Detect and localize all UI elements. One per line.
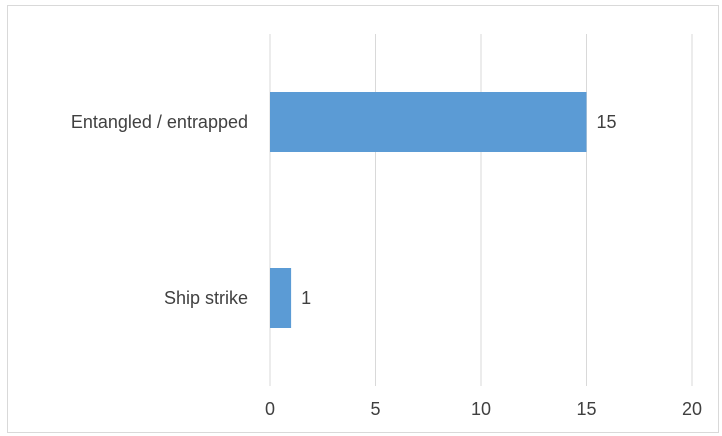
bar [270, 92, 587, 152]
category-labels: Entangled / entrapped Ship strike [71, 112, 248, 308]
category-label: Ship strike [164, 288, 248, 308]
data-labels: 15 1 [301, 112, 616, 308]
data-label: 1 [301, 288, 311, 308]
bars [270, 92, 587, 328]
gridlines [269, 34, 693, 386]
x-tick-label: 20 [682, 399, 702, 419]
x-tick-label: 10 [471, 399, 491, 419]
x-tick-label: 0 [265, 399, 275, 419]
bar-chart: Entangled / entrapped Ship strike 0 5 10 15 2… [71, 34, 702, 419]
x-tick-label: 5 [370, 399, 380, 419]
bar [270, 268, 292, 328]
x-axis-tick-labels: 0 5 10 15 20 [265, 399, 702, 419]
x-tick-label: 15 [576, 399, 596, 419]
chart-frame: Entangled / entrapped Ship strike 0 5 10 15 2… [7, 5, 719, 433]
category-label: Entangled / entrapped [71, 112, 248, 132]
data-label: 15 [597, 112, 617, 132]
